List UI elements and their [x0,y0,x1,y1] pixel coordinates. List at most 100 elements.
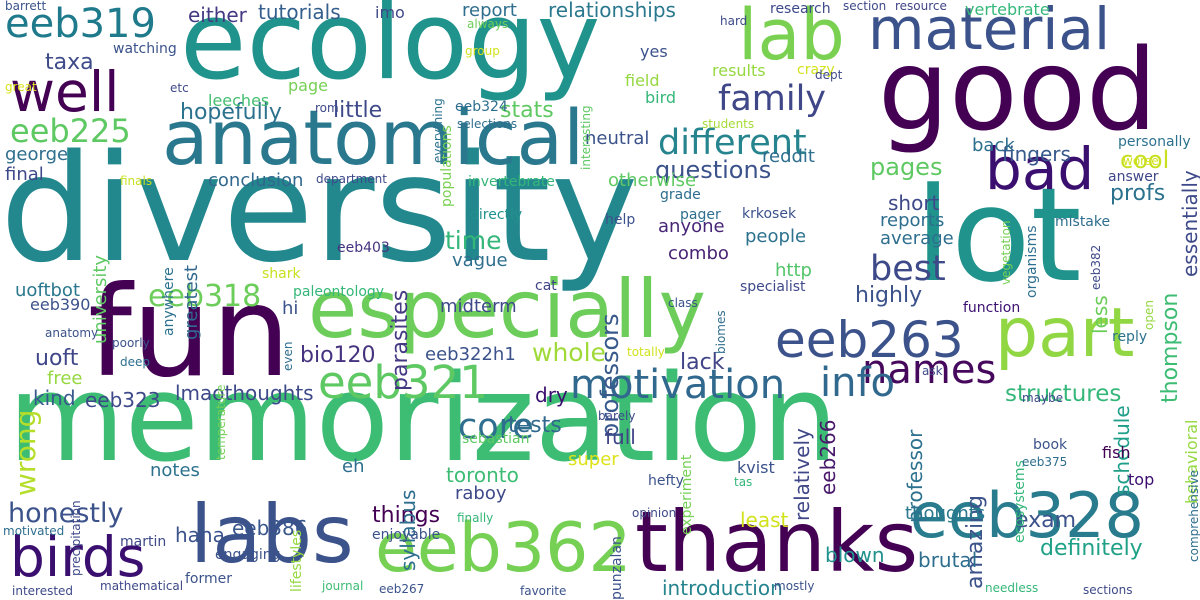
word-profs: profs [1110,181,1166,206]
word-punzalan: punzalan [609,536,625,600]
word-worse: worse [1123,154,1159,168]
word-brutal: brutal [918,548,978,572]
word-memorization: memorization [8,350,839,489]
word-final: final [5,164,44,185]
word-motivation: motivation [570,362,786,408]
word-back: back [972,135,1015,156]
word-good: good [878,26,1158,156]
word-hi: hi [282,298,299,319]
word-family: family [718,79,827,119]
word-field: field [625,71,660,90]
word-short: short [888,191,940,215]
word-invertebrate: invertebrate [468,174,555,190]
word-temperature: temperature [214,384,228,460]
word-class: class [668,296,698,310]
word-anyone: anyone [658,216,725,237]
word-structures: structures [1005,381,1122,407]
word-people: people [745,226,807,247]
word-introduction: introduction [662,576,783,600]
word-eeb324: eeb324 [455,99,508,115]
word-anatomy: anatomy [45,326,99,340]
word-lab: lab [738,0,845,76]
word-finally: finally [457,511,494,525]
word-highly: highly [855,283,923,308]
word-different: different [658,123,807,163]
word-george: george [5,144,69,165]
word-eeb267: eeb267 [379,582,425,596]
word-tests: tests [508,413,562,438]
word-sebastian: sebastian [462,431,530,447]
word-lmaothoughts: lmaothoughts [175,381,314,405]
word-eeb319: eeb319 [5,1,156,47]
word-answer: answer [1108,169,1159,185]
word-reddit: reddit [762,146,815,167]
word-eeb323: eeb323 [85,388,161,412]
word-paleontology: paleontology [293,284,385,300]
word-greatest: greatest [181,264,202,340]
word-questions: questions [655,156,772,184]
word-eeb403: eeb403 [337,240,390,256]
word-dry: dry [535,383,568,407]
word-honestly: honestly [8,498,124,529]
word-exam: exam [1015,508,1077,533]
word-taxa: taxa [45,50,94,75]
word-always: always [467,17,509,31]
word-whole: whole [532,338,606,367]
word-top: top [1128,470,1155,489]
word-ecology: ecology [180,0,601,104]
word-ecosystems: ecosystems [1012,460,1028,543]
word-fun: fun [88,260,291,405]
word-mostly: mostly [774,579,815,593]
word-thompson: thompson [1158,292,1183,403]
word-grade: grade [660,187,701,203]
word-great: great [5,80,37,94]
word-especially: especially [308,263,706,356]
word-stats: stats [500,98,554,123]
word-tutorials: tutorials [258,0,341,24]
word-birds: birds [10,525,146,589]
word-help: help [605,212,636,228]
word-uoft: uoft [35,346,79,371]
word-watching: watching [113,41,177,57]
word-deep: deep [120,355,150,369]
word-definitely: definitely [1040,536,1143,561]
word-eeb375: eeb375 [1022,455,1068,469]
word-notes: notes [150,460,200,481]
word-leeches: leeches [208,91,270,110]
word-time: time [445,226,502,255]
word-results: results [712,61,766,80]
word-motivated: motivated [3,524,65,538]
word-vague: vague [452,250,508,271]
word-interested: interested [12,584,74,598]
word-crazy: crazy [797,62,835,78]
word-toronto: toronto [446,463,519,487]
word-kvist: kvist [737,458,775,477]
word-lack: lack [680,350,725,375]
word-page: page [288,76,328,95]
word-little: little [333,98,383,123]
word-engaging: engaging [215,547,281,563]
word-experiment: experiment [679,454,695,535]
word-conclusion: conclusion [208,170,304,191]
word-names: names [862,347,997,393]
word-haha: haha [175,523,225,547]
word-either: either [188,3,247,27]
word-reply: reply [1112,329,1148,345]
word-opinion: opinion [632,506,677,520]
word-needless: needless [985,581,1039,595]
word-former: former [185,571,233,587]
word-pages: pages [870,153,943,181]
word-anywhere: anywhere [161,267,177,336]
word-lot: lot [915,159,1082,311]
word-eeb362: eeb362 [375,509,632,588]
word-eeb390: eeb390 [30,295,91,314]
word-vertebrate: vertebrate [965,0,1050,19]
word-blown: blown [825,543,885,567]
word-vegetation: vegetation [999,220,1013,285]
word-combo: combo [668,243,729,264]
word-personally: personally [1118,134,1191,150]
word-totally: totally [627,345,665,359]
word-imo: imo [375,3,405,22]
word-info: info [820,360,896,406]
word-least: least [740,508,789,532]
